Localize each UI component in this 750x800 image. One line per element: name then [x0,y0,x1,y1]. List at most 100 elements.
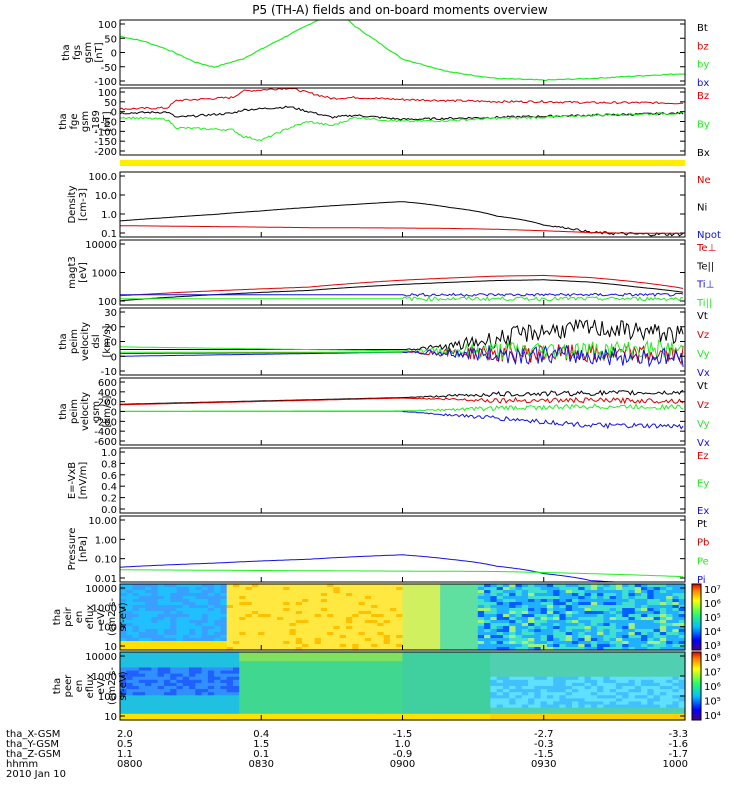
heatmap-cell [264,670,272,675]
heatmap-cell [377,644,385,648]
heatmap-cell [320,626,328,630]
heatmap-cell [641,587,648,591]
heatmap-cell [446,614,454,618]
heatmap-cell [371,655,378,659]
heatmap-cell [346,695,353,699]
heatmap-cell [233,698,240,703]
heatmap-cell [559,632,567,636]
heatmap-cell [465,611,473,615]
heatmap-cell [383,608,391,612]
heatmap-cell [634,692,642,696]
heatmap-cell [383,587,391,591]
heatmap-cell [371,689,378,693]
heatmap-cell [433,670,441,675]
heatmap-cell [603,596,611,600]
heatmap-cell [251,638,259,642]
heatmap-cell [302,713,309,718]
heatmap-cell [327,710,335,715]
heatmap-cell [465,623,473,627]
heatmap-cell [540,635,548,639]
heatmap-cell [477,661,485,665]
heatmap-cell [572,635,579,639]
heatmap-cell [572,667,579,672]
heatmap-cell [182,655,190,659]
heatmap-cell [396,692,404,696]
heatmap-cell [308,658,316,662]
y-tick-label: 50 [104,34,117,45]
heatmap-cell [320,676,328,681]
heatmap-cell [163,716,171,721]
heatmap-cell [471,673,479,678]
heatmap-cell [295,605,303,609]
heatmap-cell [327,701,335,706]
heatmap-cell [320,632,328,636]
heatmap-cell [477,667,485,672]
heatmap-cell [666,620,674,624]
heatmap-cell [302,692,309,696]
heatmap-cell [276,716,284,721]
heatmap-cell [528,644,535,648]
heatmap-cell [672,698,680,703]
heatmap-cell [327,632,335,636]
heatmap-cell [565,644,573,648]
heatmap-cell [157,596,165,600]
heatmap-cell [603,686,611,690]
heatmap-cell [659,638,667,642]
heatmap-cell [245,599,253,603]
heatmap-cell [408,698,416,703]
heatmap-cell [659,676,667,681]
heatmap-cell [634,632,642,636]
heatmap-cell [515,679,523,684]
heatmap-cell [295,596,303,600]
heatmap-cell [264,584,272,588]
heatmap-cell [528,652,535,656]
heatmap-cell [170,584,178,588]
heatmap-cell [377,593,385,597]
heatmap-cell [283,620,291,624]
heatmap-cell [163,667,171,672]
heatmap-cell [559,658,567,662]
heatmap-cell [251,602,259,606]
heatmap-cell [132,626,140,630]
heatmap-cell [471,655,479,659]
heatmap-cell [647,590,655,594]
heatmap-cell [182,710,190,715]
heatmap-cell [509,704,517,709]
heatmap-cell [490,667,498,672]
heatmap-cell [659,655,667,659]
heatmap-cell [151,689,159,693]
heatmap-cell [163,679,171,684]
heatmap-cell [339,652,347,656]
heatmap-cell [471,710,479,715]
heatmap-cell [207,593,215,597]
heatmap-cell [251,644,259,648]
heatmap-cell [364,605,372,609]
heatmap-cell [170,626,178,630]
heatmap-cell [615,647,623,651]
heatmap-cell [634,661,642,665]
heatmap-cell [427,644,435,648]
heatmap-cell [302,608,309,612]
heatmap-cell [339,584,347,588]
heatmap-cell [389,599,397,603]
heatmap-cell [666,655,674,659]
panel-frame [119,307,686,376]
heatmap-cell [659,704,667,709]
heatmap-cell [163,590,171,594]
legend-entry: Vt [697,381,708,392]
heatmap-cell [540,667,548,672]
heatmap-cell [389,692,397,696]
heatmap-cell [634,590,642,594]
heatmap-cell [245,716,253,721]
heatmap-cell [239,602,247,606]
heatmap-cell [471,686,479,690]
heatmap-cell [521,626,529,630]
heatmap-cell [214,584,222,588]
heatmap-cell [339,626,347,630]
heatmap-cell [226,614,234,618]
heatmap-cell [314,623,322,627]
heatmap-cell [452,599,460,603]
heatmap-cell [214,602,222,606]
heatmap-cell [490,676,498,681]
heatmap-cell [653,655,661,659]
